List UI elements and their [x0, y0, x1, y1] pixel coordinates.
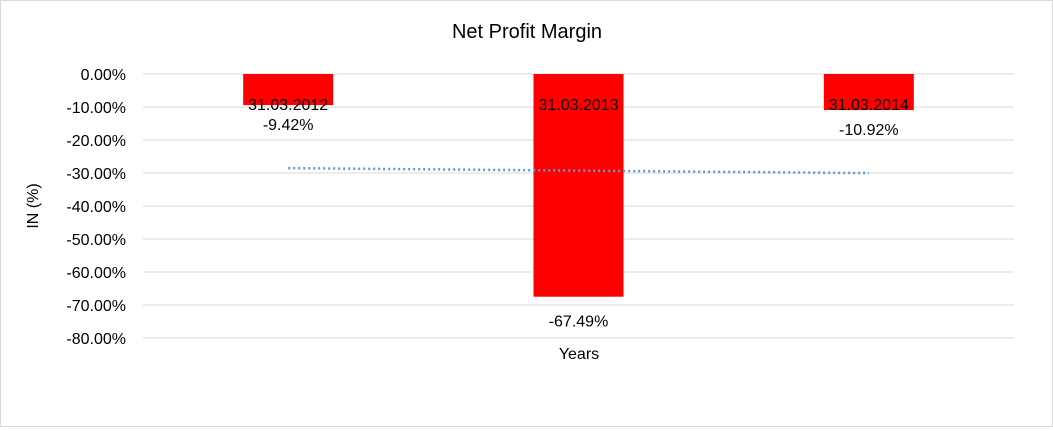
data-label: -10.92%	[839, 122, 899, 139]
trendline-layer	[288, 166, 869, 175]
bars	[243, 74, 914, 297]
y-tick-label: -30.00%	[66, 166, 126, 183]
y-tick-label: -50.00%	[66, 232, 126, 249]
data-label: -9.42%	[263, 117, 314, 134]
y-tick-label: -80.00%	[66, 331, 126, 348]
y-tick-label: -60.00%	[66, 265, 126, 282]
y-tick-label: 0.00%	[81, 67, 126, 84]
bar	[823, 74, 914, 111]
data-labels: 31.03.2012 -9.42% 31.03.2013 -67.49% 31.03.2…	[248, 97, 909, 331]
data-label: -67.49%	[549, 314, 609, 331]
y-tick-label: -70.00%	[66, 298, 126, 315]
chart-title: Net Profit Margin	[452, 21, 602, 43]
y-axis-ticks: 0.00% -10.00% -20.00% -30.00% -40.00% -50.00%…	[66, 67, 126, 348]
y-axis-label: IN (%)	[25, 183, 42, 228]
y-tick-label: -10.00%	[66, 100, 126, 117]
category-label: 31.03.2014	[829, 97, 909, 114]
x-axis-label: Years	[559, 346, 599, 363]
category-label: 31.03.2013	[538, 97, 618, 114]
bar	[243, 74, 334, 106]
bar	[533, 74, 624, 297]
y-tick-label: -40.00%	[66, 199, 126, 216]
y-tick-label: -20.00%	[66, 133, 126, 150]
category-label: 31.03.2012	[248, 97, 328, 114]
trendline	[288, 166, 869, 175]
